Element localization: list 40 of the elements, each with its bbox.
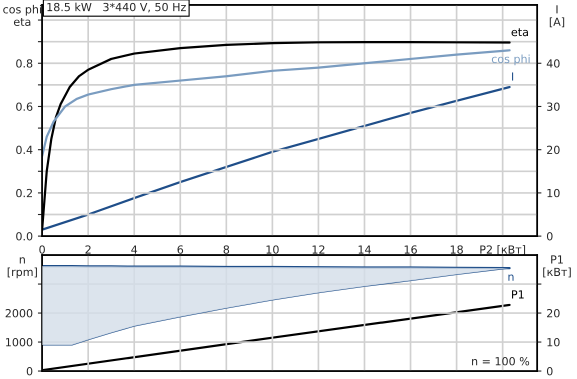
- y-tick-label: 0.2: [16, 188, 32, 198]
- x-tick-label: 18: [450, 245, 463, 254]
- y-axis-title: n [rpm]: [8, 257, 37, 278]
- chart-title: 18.5 kW 3*440 V, 50 Hz: [47, 2, 186, 12]
- y-tick-label: 0.4: [16, 146, 32, 154]
- x-tick-label: 2: [85, 245, 91, 254]
- y2-tick-label: 20: [547, 146, 560, 154]
- y-tick-label: 0: [26, 367, 32, 376]
- x-tick-label: P2 [кВт]: [480, 245, 526, 256]
- x-tick-label: 14: [358, 245, 371, 254]
- y-tick-label: 0.8: [16, 59, 32, 68]
- y2-tick-label: 40: [546, 59, 560, 68]
- line-series: [42, 49, 511, 158]
- series-label: cos phi: [492, 54, 530, 66]
- x-tick-label: 0: [39, 245, 45, 254]
- x-tick-label: 10: [266, 245, 279, 254]
- y2-tick-label: 30: [547, 102, 560, 111]
- x-tick-label: 6: [178, 245, 184, 254]
- x-tick-label: 8: [224, 245, 230, 254]
- line-series: [42, 86, 511, 231]
- y-axis-title: cos phi eta: [3, 4, 41, 26]
- series-label: I: [512, 72, 514, 81]
- y2-axis-title: P1 [кВт]: [543, 255, 571, 278]
- x-tick-label: 12: [312, 245, 324, 254]
- y-tick-label: 0.0: [16, 232, 32, 240]
- y-tick-label: 0.6: [16, 102, 32, 111]
- y2-axis-title: I [A]: [550, 5, 564, 28]
- series-label: n: [508, 274, 514, 281]
- y2-tick-label: 20: [547, 309, 560, 318]
- series-label: P1: [512, 290, 524, 298]
- y-tick-label: 2000: [6, 309, 32, 318]
- x-tick-label: 4: [131, 245, 138, 254]
- y-tick-label: 1000: [6, 338, 32, 346]
- y2-tick-label: 10: [547, 338, 560, 346]
- y2-tick-label: 10: [547, 188, 560, 198]
- y2-tick-label: 0: [546, 367, 553, 376]
- x-tick-label: 16: [404, 245, 417, 254]
- y2-tick-label: 0: [546, 232, 553, 240]
- series-label: eta: [512, 28, 528, 36]
- annotation: n = 100 %: [472, 357, 530, 366]
